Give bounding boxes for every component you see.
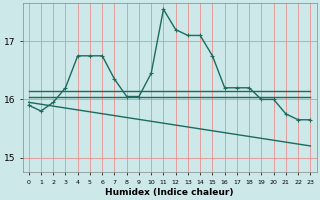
X-axis label: Humidex (Indice chaleur): Humidex (Indice chaleur): [105, 188, 234, 197]
